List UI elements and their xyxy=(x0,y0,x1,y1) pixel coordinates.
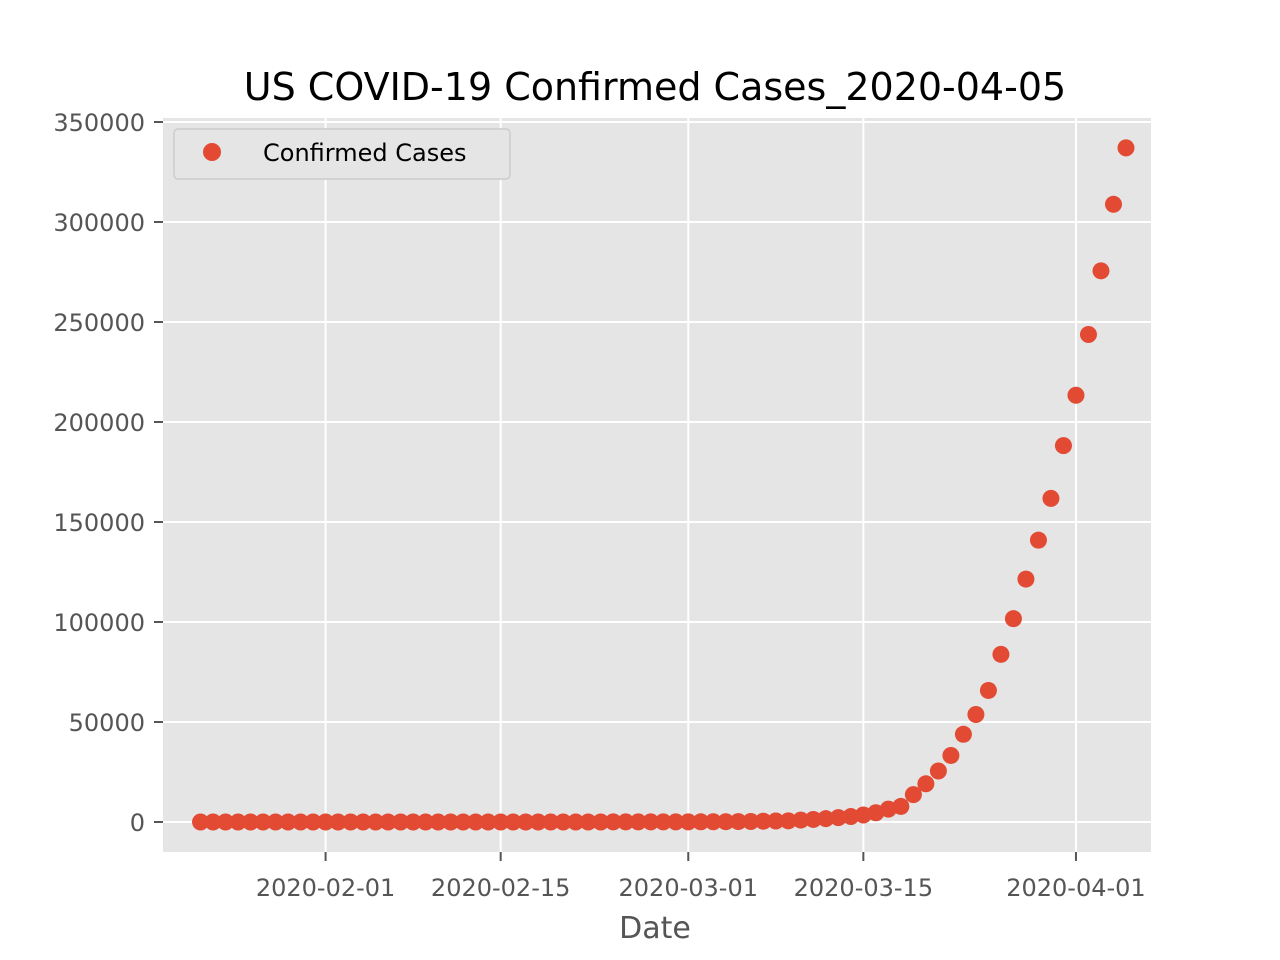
legend-label: Confirmed Cases xyxy=(263,139,466,167)
data-point xyxy=(954,725,972,743)
data-point xyxy=(717,813,735,831)
data-points xyxy=(192,139,1135,831)
data-point xyxy=(354,813,372,831)
data-point xyxy=(1054,437,1072,455)
data-point xyxy=(504,813,522,831)
y-tick-label: 0 xyxy=(130,809,145,837)
data-point xyxy=(304,813,322,831)
plot-area xyxy=(163,118,1151,852)
y-tick-label: 350000 xyxy=(53,109,145,137)
data-point xyxy=(829,809,847,827)
data-point xyxy=(217,813,235,831)
axis-ticks: 0 50000 100000 150000 200000 250000 300000 3500… xyxy=(53,109,1145,902)
data-point xyxy=(942,746,960,764)
data-point xyxy=(842,808,860,826)
legend-box xyxy=(173,128,511,180)
data-point xyxy=(1117,139,1135,157)
data-point xyxy=(1042,489,1060,507)
data-point xyxy=(742,812,760,830)
data-point xyxy=(442,813,460,831)
data-point xyxy=(254,813,272,831)
data-point xyxy=(229,813,247,831)
data-point xyxy=(754,812,772,830)
data-point xyxy=(417,813,435,831)
data-point xyxy=(192,813,210,831)
x-tick-label: 2020-02-15 xyxy=(431,874,570,902)
data-point xyxy=(1079,325,1097,343)
data-point xyxy=(629,813,647,831)
data-point xyxy=(804,810,822,828)
y-tick-label: 100000 xyxy=(53,609,145,637)
data-point xyxy=(429,813,447,831)
data-point xyxy=(729,813,747,831)
data-point xyxy=(654,813,672,831)
data-point xyxy=(204,813,222,831)
data-point xyxy=(267,813,285,831)
legend-marker xyxy=(203,143,221,161)
data-point xyxy=(1004,610,1022,628)
data-point xyxy=(1029,531,1047,549)
data-point xyxy=(542,813,560,831)
data-point xyxy=(567,813,585,831)
data-point xyxy=(792,811,810,829)
data-point xyxy=(592,813,610,831)
data-point xyxy=(279,813,297,831)
data-point xyxy=(967,706,985,724)
x-tick-label: 2020-03-01 xyxy=(619,874,758,902)
grid-lines xyxy=(163,118,1151,852)
data-point xyxy=(679,813,697,831)
x-tick-label: 2020-04-01 xyxy=(1006,874,1145,902)
chart-title: US COVID-19 Confirmed Cases_2020-04-05 xyxy=(244,65,1066,109)
data-point xyxy=(779,812,797,830)
data-point xyxy=(529,813,547,831)
data-point xyxy=(704,813,722,831)
data-point xyxy=(929,762,947,780)
data-point xyxy=(479,813,497,831)
y-tick-label: 300000 xyxy=(53,209,145,237)
data-point xyxy=(242,813,260,831)
data-point xyxy=(992,645,1010,663)
data-point xyxy=(367,813,385,831)
data-point xyxy=(1017,570,1035,588)
data-point xyxy=(329,813,347,831)
data-point xyxy=(904,786,922,804)
data-point xyxy=(979,681,997,699)
data-point xyxy=(917,775,935,793)
x-tick-label: 2020-03-15 xyxy=(794,874,933,902)
data-point xyxy=(454,813,472,831)
data-point xyxy=(1092,262,1110,280)
data-point xyxy=(892,797,910,815)
data-point xyxy=(767,812,785,830)
legend: Confirmed Cases xyxy=(173,128,511,180)
data-point xyxy=(379,813,397,831)
data-point xyxy=(617,813,635,831)
data-point xyxy=(817,810,835,828)
data-point xyxy=(667,813,685,831)
data-point xyxy=(392,813,410,831)
data-point xyxy=(642,813,660,831)
data-point xyxy=(317,813,335,831)
data-point xyxy=(604,813,622,831)
data-point xyxy=(579,813,597,831)
data-point xyxy=(517,813,535,831)
data-point xyxy=(1104,195,1122,213)
y-tick-label: 250000 xyxy=(53,309,145,337)
x-tick-label: 2020-02-01 xyxy=(256,874,395,902)
y-tick-label: 150000 xyxy=(53,509,145,537)
data-point xyxy=(1067,386,1085,404)
data-point xyxy=(404,813,422,831)
data-point xyxy=(342,813,360,831)
data-point xyxy=(554,813,572,831)
y-tick-label: 200000 xyxy=(53,409,145,437)
data-point xyxy=(467,813,485,831)
data-point xyxy=(292,813,310,831)
y-tick-label: 50000 xyxy=(69,709,145,737)
data-point xyxy=(492,813,510,831)
x-axis-label: Date xyxy=(619,911,691,946)
data-point xyxy=(692,813,710,831)
